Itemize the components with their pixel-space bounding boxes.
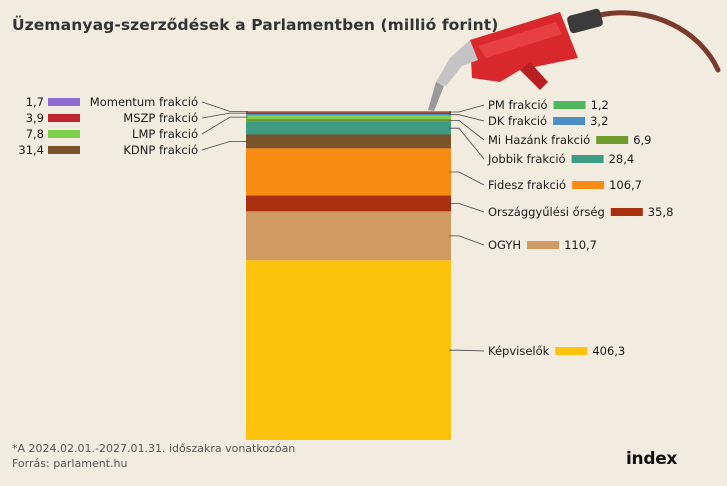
legend-swatch-orszaggyulesi-orseg [610, 208, 643, 216]
series-label-momentum-frakcio: Momentum frakció [90, 95, 198, 109]
bar-segment-orszaggyulesi-orseg [246, 195, 451, 212]
legend-swatch-jobbik-frakcio [571, 155, 604, 163]
leader-lmp-frakcio [201, 116, 248, 135]
bar-segment-momentum-frakcio [246, 111, 451, 112]
bar-segment-pm-frakcio [246, 111, 451, 113]
value-label-pm-frakcio: 1,2 [591, 98, 609, 112]
legend-swatch-momentum-frakcio [48, 98, 80, 106]
series-label-lmp-frakcio: LMP frakció [132, 127, 198, 141]
bar-segment-fidesz-frakcio [246, 148, 451, 196]
series-label-orszaggyulesi-orseg: Országgyűlési őrség [488, 205, 605, 219]
legend-swatch-kdnp-frakcio [48, 146, 80, 154]
bar-segment-lmp-frakcio [246, 115, 451, 119]
bar-segment-dk-frakcio [246, 114, 451, 116]
value-label-mi-hazank-frakcio: 6,9 [633, 133, 651, 147]
leader-ogyh [449, 235, 485, 246]
legend-swatch-fidesz-frakcio [572, 181, 605, 189]
value-label-mszp-frakcio: 3,9 [26, 111, 44, 125]
legend-labels: 1,7 Momentum frakció PM frakció 1,2 3,9 MSZP … [18, 95, 673, 358]
legend-swatch-mi-hazank-frakcio [596, 136, 629, 144]
leader-pm-frakcio [449, 104, 485, 113]
series-label-mi-hazank-frakcio: Mi Hazánk frakció [488, 133, 590, 147]
leader-dk-frakcio [449, 114, 485, 122]
series-label-pm-frakcio: PM frakció [488, 98, 548, 112]
leader-jobbik-frakcio [449, 127, 485, 160]
value-label-lmp-frakcio: 7,8 [26, 127, 44, 141]
leader-orszaggyulesi-orseg [449, 203, 485, 213]
series-label-kdnp-frakcio: KDNP frakció [123, 143, 198, 157]
value-label-kdnp-frakcio: 31,4 [18, 143, 44, 157]
value-label-jobbik-frakcio: 28,4 [609, 152, 635, 166]
footnote: *A 2024.02.01.-2027.01.31. időszakra von… [12, 442, 296, 455]
legend-swatch-lmp-frakcio [48, 130, 80, 138]
fuel-nozzle-icon [428, 8, 721, 111]
leader-mszp-frakcio [201, 112, 248, 119]
leader-kdnp-frakcio [201, 140, 248, 151]
bar-segment-mi-hazank-frakcio [246, 118, 451, 122]
value-label-dk-frakcio: 3,2 [590, 114, 608, 128]
series-label-dk-frakcio: DK frakció [488, 114, 547, 128]
value-label-fidesz-frakcio: 106,7 [609, 178, 642, 192]
bar-segment-ogyh [246, 211, 451, 261]
legend-swatch-pm-frakcio [553, 101, 586, 109]
series-label-fidesz-frakcio: Fidesz frakció [488, 178, 566, 192]
series-label-ogyh: OGYH [488, 238, 521, 252]
chart-title: Üzemanyag-szerződések a Parlamentben (mi… [12, 16, 499, 34]
series-label-mszp-frakcio: MSZP frakció [123, 111, 198, 125]
value-label-kepviselok: 406,3 [592, 344, 625, 358]
leader-lines [201, 101, 485, 352]
legend-swatch-mszp-frakcio [48, 114, 80, 122]
value-label-momentum-frakcio: 1,7 [26, 95, 44, 109]
legend-swatch-kepviselok [555, 347, 588, 355]
bar-segment-kdnp-frakcio [246, 134, 451, 149]
bar-segment-kepviselok [246, 260, 451, 440]
source-note: Forrás: parlament.hu [12, 457, 128, 470]
legend-swatch-ogyh [527, 241, 560, 249]
value-label-orszaggyulesi-orseg: 35,8 [648, 205, 674, 219]
bar-segment-jobbik-frakcio [246, 121, 451, 135]
legend-swatch-dk-frakcio [553, 117, 586, 125]
leader-momentum-frakcio [201, 101, 248, 112]
bar-segment-mszp-frakcio [246, 112, 451, 114]
leader-mi-hazank-frakcio [449, 120, 485, 141]
series-label-kepviselok: Képviselők [488, 344, 550, 358]
leader-kepviselok [449, 349, 485, 352]
index-logo: index [626, 449, 678, 469]
stacked-bar [246, 111, 451, 440]
series-label-jobbik-frakcio: Jobbik frakció [487, 152, 566, 166]
value-label-ogyh: 110,7 [564, 238, 597, 252]
leader-fidesz-frakcio [449, 171, 485, 186]
